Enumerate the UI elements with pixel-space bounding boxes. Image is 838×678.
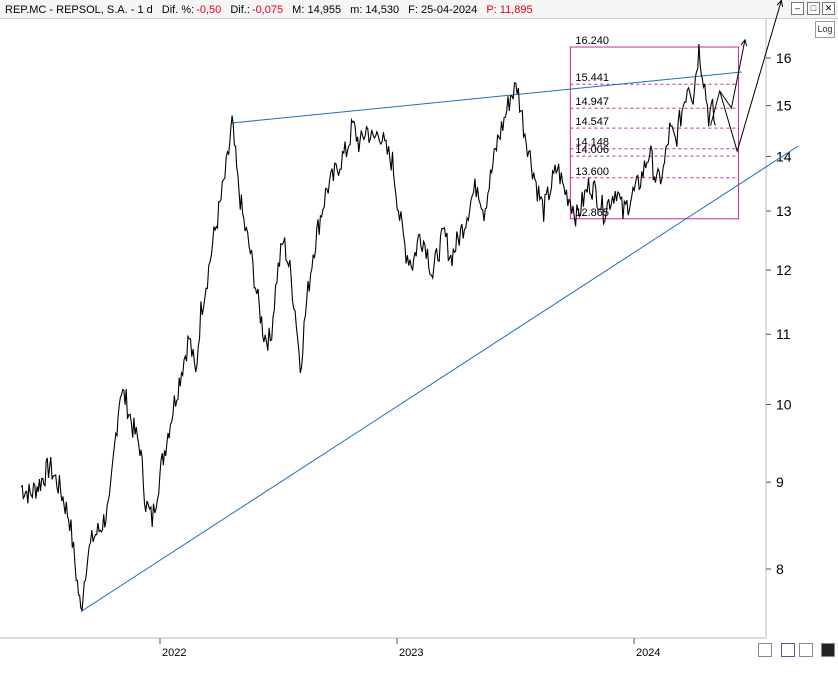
log-scale-button[interactable]: Log (815, 21, 835, 38)
save-icon[interactable] (781, 643, 795, 657)
trendline (232, 71, 742, 124)
dif-pct-label: Dif. %: (161, 4, 195, 16)
dif-pct-value: -0,50 (196, 4, 222, 16)
fib-box (569, 46, 740, 220)
maximize-icon[interactable]: □ (807, 2, 820, 15)
pin-icon[interactable] (799, 643, 813, 657)
play-icon[interactable] (821, 643, 835, 657)
x-tick-label: 2023 (399, 647, 423, 659)
x-tick-label: 2024 (636, 647, 660, 659)
y-tick-label: 15 (776, 98, 792, 114)
y-tick-label: 8 (776, 561, 784, 577)
scale-icon[interactable] (758, 643, 772, 657)
x-axis-ticks: 2022 2023 2024 (159, 638, 660, 659)
fib-level-label: 14.006 (575, 144, 609, 156)
y-tick-label: 9 (776, 474, 784, 490)
minimize-icon[interactable]: – (791, 2, 804, 15)
y-tick-label: 11 (776, 326, 791, 342)
dif-label: Dif.: (230, 4, 250, 16)
fib-level-label: 14.947 (575, 96, 609, 108)
fib-level-label: 13.600 (575, 166, 609, 178)
fib-level-label: 14.547 (575, 116, 609, 128)
chart-header: REP.MC - REPSOL, S.A. - 1 d Dif. %: -0,50… (0, 0, 838, 19)
fib-level-label: 15.441 (575, 72, 609, 84)
x-tick-label: 2022 (162, 647, 186, 659)
y-tick-label: 12 (776, 262, 792, 278)
y-axis-ticks: 8 9 10 11 12 13 14 15 16 (766, 50, 792, 577)
trendlines (80, 71, 799, 613)
y-tick-label: 16 (776, 50, 792, 66)
min-value: m: 14,530 (350, 4, 400, 16)
y-tick-label: 10 (776, 396, 792, 412)
price-series (20, 43, 716, 611)
max-value: M: 14,955 (292, 4, 342, 16)
fib-level-label: 14.148 (575, 137, 609, 149)
plot-background (0, 19, 766, 638)
fib-level-label: 16.240 (575, 35, 609, 47)
projection-arrows (710, 0, 782, 153)
y-tick-label: 13 (776, 203, 792, 219)
y-tick-label: 14 (776, 148, 792, 164)
price-value: P: 11,895 (486, 4, 533, 16)
quote-summary: REP.MC - REPSOL, S.A. - 1 d Dif. %: -0,50… (5, 4, 539, 16)
projection-arrow (719, 0, 782, 153)
close-icon[interactable]: ✕ (822, 2, 835, 15)
date-value: F: 25-04-2024 (408, 4, 478, 16)
price-line (20, 43, 716, 611)
projection-arrow (710, 40, 745, 126)
dif-value: -0,075 (251, 4, 284, 16)
symbol-label: REP.MC - REPSOL, S.A. - 1 d (5, 4, 153, 16)
trendline (80, 145, 799, 613)
